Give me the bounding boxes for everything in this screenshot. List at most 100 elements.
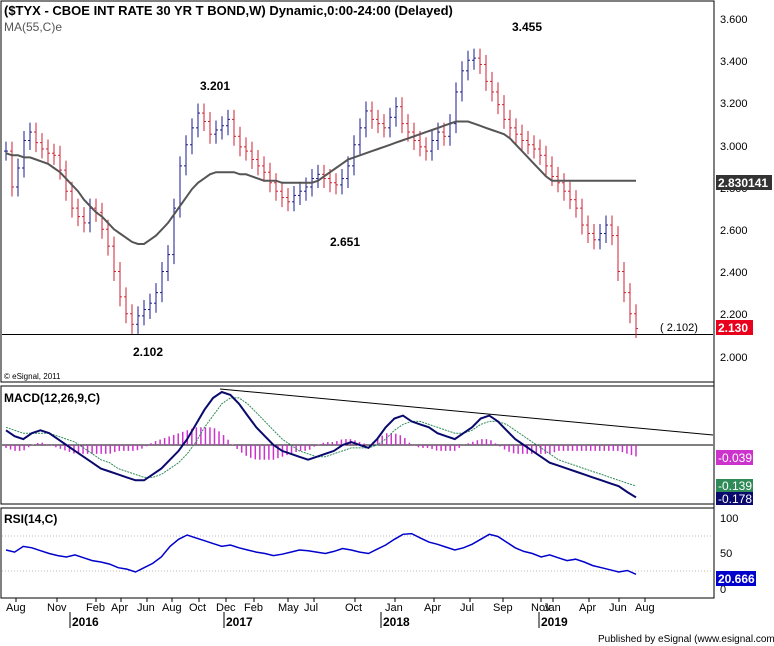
price-bar [280, 181, 284, 208]
x-tick-label: Apr [111, 602, 128, 614]
price-bar [520, 124, 524, 151]
x-tick-label: Oct [189, 602, 206, 614]
price-bar [496, 82, 500, 115]
ma-value-tag: 2.830141 [716, 175, 772, 190]
price-bars [4, 48, 638, 339]
x-year-label: 2018 [383, 615, 410, 629]
copyright: © eSignal, 2011 [4, 372, 61, 381]
price-bar [268, 162, 272, 193]
x-tick-label: Jan [543, 602, 561, 614]
price-bar [538, 139, 542, 165]
annotation-low-2016: 2.102 [133, 345, 163, 359]
price-bar [58, 145, 62, 180]
macd-lines [5, 390, 637, 499]
macd-hist-tag: -0.039 [716, 450, 753, 465]
price-bar [514, 118, 518, 144]
x-tick-label: Oct [345, 602, 362, 614]
y-tick-label: 3.400 [720, 56, 748, 68]
y-tick-label: 2.000 [720, 352, 748, 364]
annotation-high-2018: 3.455 [512, 20, 542, 34]
price-bar [622, 261, 626, 303]
price-bar [214, 120, 218, 144]
y-tick-label: 2.600 [720, 225, 748, 237]
price-bar [148, 293, 152, 320]
x-tick-label: Sep [493, 602, 513, 614]
price-bar [340, 169, 344, 195]
x-tick-label: Dec [216, 602, 236, 614]
price-bar [196, 103, 200, 138]
y-tick-label: 2.400 [720, 267, 748, 279]
price-bar [586, 215, 590, 243]
price-bar [382, 114, 386, 138]
y-tick-label: 3.600 [720, 14, 748, 26]
price-bar [172, 198, 176, 265]
price-bar [250, 141, 254, 170]
rsi-line [5, 532, 637, 575]
price-bar [430, 131, 434, 161]
price-bar [370, 101, 374, 129]
price-bar [394, 97, 398, 127]
macd-value-tag: -0.178 [716, 492, 753, 506]
price-bar [100, 202, 104, 239]
y-tick-label: 2.200 [720, 309, 748, 321]
price-bar [136, 306, 140, 334]
price-bar [82, 207, 86, 233]
price-bar [364, 101, 368, 138]
price-bar [304, 177, 308, 201]
rsi-tick-label: 100 [720, 513, 738, 525]
x-tick-label: Jul [460, 602, 474, 614]
rsi-value-text: 20.666 [718, 572, 755, 586]
x-tick-label: Feb [86, 602, 105, 614]
y-tick-label: 3.000 [720, 141, 748, 153]
rsi-title: RSI(14,C) [4, 512, 57, 526]
price-bar [70, 181, 74, 218]
price-bar [64, 160, 68, 201]
x-year-label: 2019 [541, 615, 568, 629]
macd-title: MACD(12,26,9,C) [4, 391, 100, 405]
macd-hist-text: -0.039 [718, 451, 752, 465]
price-bar [184, 135, 188, 176]
x-tick-label: Jul [304, 602, 318, 614]
price-bar [562, 173, 566, 201]
last-price-tag: 2.130 [716, 320, 753, 335]
price-bar [292, 185, 296, 212]
x-tick-label: Jun [609, 602, 627, 614]
x-axis: Aug Nov Feb Apr Jun Aug Oct Dec Feb May Jul Oct Jan A… [6, 598, 655, 629]
panel-frames [0, 0, 715, 599]
macd-signal-text: -0.139 [718, 479, 752, 493]
y-tick-label: 3.200 [720, 98, 748, 110]
price-bar [208, 112, 212, 144]
x-tick-label: May [278, 602, 299, 614]
price-bar [22, 131, 26, 178]
price-bar [298, 181, 302, 205]
x-tick-label: Nov [47, 602, 67, 614]
ma-value-text: 2.830141 [718, 176, 768, 190]
price-bar [4, 141, 8, 161]
x-year-label: 2017 [226, 615, 253, 629]
price-bar [28, 122, 32, 151]
macd-signal-line [5, 397, 637, 487]
x-tick-label: Nov [531, 602, 551, 614]
price-bar [142, 300, 146, 326]
price-bar [568, 181, 572, 210]
price-bar [10, 141, 14, 197]
price-bar [34, 122, 38, 153]
price-bar [376, 109, 380, 134]
ma-line [5, 120, 636, 245]
price-y-axis: 3.600 3.400 3.200 3.000 2.800 2.600 2.40… [720, 14, 748, 364]
price-bar [544, 145, 548, 176]
price-bar [634, 304, 638, 339]
price-bar [484, 54, 488, 91]
price-bar [262, 156, 266, 182]
price-bar [592, 223, 596, 250]
price-bar [106, 219, 110, 256]
price-bar [454, 82, 458, 134]
price-bar [154, 283, 158, 313]
macd-line [5, 390, 637, 499]
chart-title: ($TYX - CBOE INT RATE 30 YR T BOND,W) Dy… [4, 3, 453, 18]
price-bar [190, 118, 194, 155]
price-bar [166, 245, 170, 282]
price-lines [5, 120, 636, 245]
macd-histogram [5, 427, 637, 460]
